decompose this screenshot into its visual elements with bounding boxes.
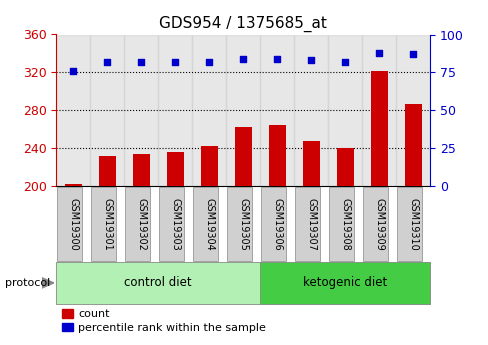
FancyBboxPatch shape xyxy=(159,187,183,262)
Bar xyxy=(268,125,285,345)
Title: GDS954 / 1375685_at: GDS954 / 1375685_at xyxy=(159,16,326,32)
Text: GSM19303: GSM19303 xyxy=(170,198,180,250)
Legend: count, percentile rank within the sample: count, percentile rank within the sample xyxy=(61,309,266,333)
Bar xyxy=(226,34,260,186)
Point xyxy=(408,51,416,57)
FancyBboxPatch shape xyxy=(125,187,149,262)
FancyBboxPatch shape xyxy=(396,187,421,262)
Bar xyxy=(64,184,81,345)
Bar xyxy=(99,156,116,345)
Bar xyxy=(395,34,429,186)
FancyBboxPatch shape xyxy=(193,187,217,262)
Text: GSM19304: GSM19304 xyxy=(204,198,214,250)
Point xyxy=(205,59,213,65)
Bar xyxy=(56,262,260,304)
Bar xyxy=(158,34,192,186)
Point xyxy=(273,56,281,61)
Bar xyxy=(166,152,183,345)
Bar xyxy=(56,34,90,186)
FancyBboxPatch shape xyxy=(91,187,115,262)
Text: GSM19309: GSM19309 xyxy=(373,198,384,250)
Text: control diet: control diet xyxy=(124,276,192,289)
FancyBboxPatch shape xyxy=(261,187,285,262)
Point xyxy=(341,59,348,65)
Text: GSM19308: GSM19308 xyxy=(340,198,349,250)
FancyBboxPatch shape xyxy=(294,187,319,262)
Bar xyxy=(260,262,429,304)
Bar xyxy=(260,34,294,186)
Point xyxy=(69,68,77,74)
Bar xyxy=(124,34,158,186)
Point xyxy=(239,56,246,61)
FancyBboxPatch shape xyxy=(56,262,429,304)
Bar xyxy=(234,127,251,345)
Text: GSM19300: GSM19300 xyxy=(68,198,78,250)
Point xyxy=(137,59,145,65)
Text: GSM19306: GSM19306 xyxy=(272,198,282,250)
FancyBboxPatch shape xyxy=(57,187,81,262)
Bar xyxy=(201,146,217,345)
Bar xyxy=(302,141,319,345)
Bar xyxy=(404,104,421,345)
Bar xyxy=(327,34,362,186)
Point xyxy=(103,59,111,65)
Polygon shape xyxy=(41,278,54,288)
FancyBboxPatch shape xyxy=(362,187,387,262)
Bar xyxy=(336,148,353,345)
Point xyxy=(375,50,383,56)
FancyBboxPatch shape xyxy=(328,187,353,262)
Bar xyxy=(362,34,395,186)
Text: GSM19301: GSM19301 xyxy=(102,198,112,250)
Bar xyxy=(132,154,149,345)
Bar xyxy=(192,34,226,186)
FancyBboxPatch shape xyxy=(226,187,251,262)
Text: ketogenic diet: ketogenic diet xyxy=(303,276,386,289)
Point xyxy=(171,59,179,65)
Bar xyxy=(294,34,327,186)
Text: GSM19307: GSM19307 xyxy=(305,198,316,251)
Bar xyxy=(370,70,387,345)
Point xyxy=(307,58,315,63)
Bar xyxy=(90,34,124,186)
Text: GSM19310: GSM19310 xyxy=(407,198,417,250)
Text: GSM19305: GSM19305 xyxy=(238,198,248,251)
Text: protocol: protocol xyxy=(5,278,50,288)
Text: GSM19302: GSM19302 xyxy=(136,198,146,251)
